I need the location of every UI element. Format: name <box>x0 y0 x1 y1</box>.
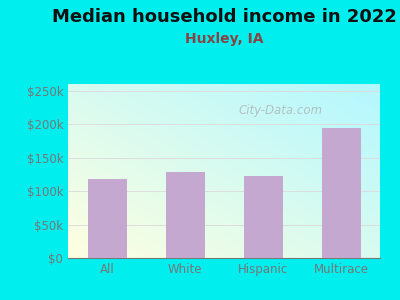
Bar <box>244 176 282 258</box>
Text: Median household income in 2022: Median household income in 2022 <box>52 8 396 26</box>
Bar <box>166 172 204 258</box>
Text: City-Data.com: City-Data.com <box>238 103 322 117</box>
Bar <box>322 128 360 258</box>
Bar <box>88 179 126 258</box>
Text: Huxley, IA: Huxley, IA <box>185 32 263 46</box>
